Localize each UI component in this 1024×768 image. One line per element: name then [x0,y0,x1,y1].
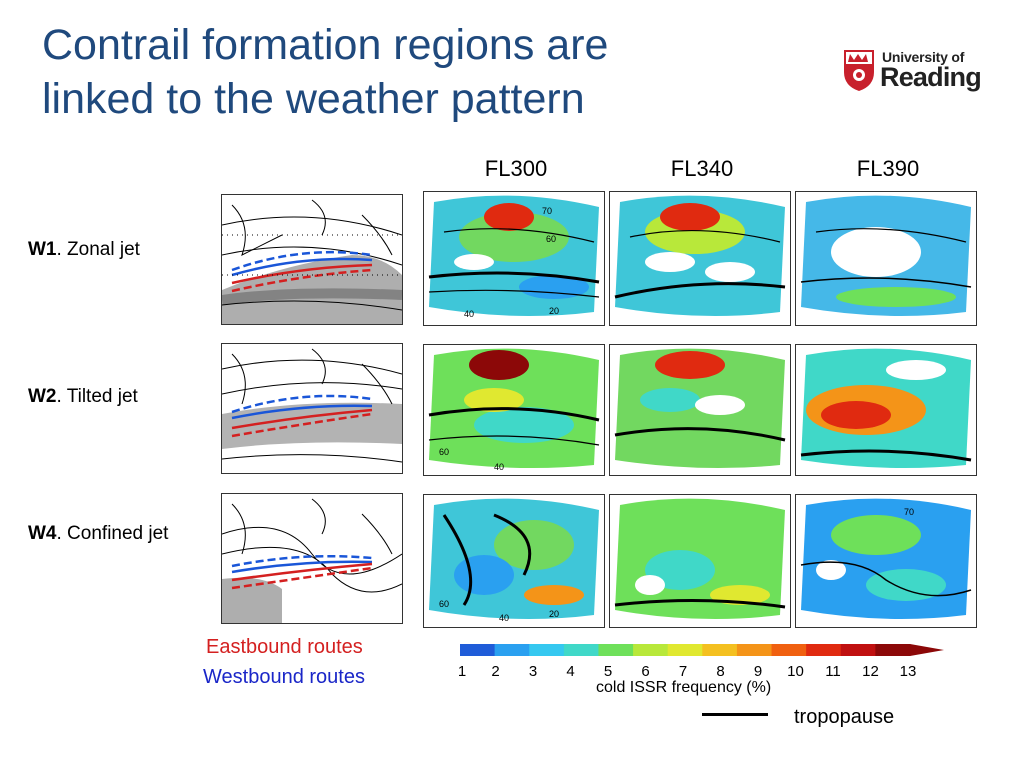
colorbar-tick-label: 6 [641,663,649,680]
issr-map-w4-fl300: 60 40 20 [423,494,605,628]
colorbar-tick-label: 3 [529,663,537,680]
contour-label-40: 40 [464,309,474,319]
colorbar-tick-label: 10 [787,663,804,680]
column-header-fl340: FL340 [670,156,734,181]
contour-label-60-row2: 60 [439,447,449,457]
contour-label-20: 20 [549,306,559,316]
colorbar-swatch [771,644,807,656]
colorbar-swatch [702,644,738,656]
route-map-w1 [221,194,403,325]
title-line-2: linked to the weather pattern [42,75,585,123]
colorbar-tick-label: 2 [491,663,499,680]
crest-icon [844,50,874,91]
issr-map-w1-fl390 [795,191,977,326]
colorbar-tick-label: 11 [825,663,841,680]
contour-label-40-row3: 40 [499,613,509,623]
colorbar-tick-label: 8 [716,663,724,680]
issr-map-w1-fl340 [609,191,791,326]
logo-reading-text: Reading [880,62,982,92]
colorbar-swatch [875,644,911,656]
colorbar-swatch [667,644,703,656]
issr-map-w2-fl390 [795,344,977,476]
colorbar-tick-label: 7 [679,663,687,680]
colorbar-tick-label: 5 [604,663,612,680]
colorbar-swatch [806,644,842,656]
slide-title: Contrail formation regions are linked to… [42,18,762,126]
title-line-1: Contrail formation regions are [42,21,609,69]
colorbar: 1 2 3 4 5 6 7 8 9 10 11 12 13 [458,644,944,680]
issr-map-w4-fl390: 70 [795,494,977,628]
contour-label-40-row2: 40 [494,462,504,472]
row-label-w1: W1. Zonal jet [28,239,140,261]
colorbar-swatch [529,644,565,656]
colorbar-swatch [736,644,773,656]
issr-map-w2-fl300: 60 40 [423,344,605,476]
column-header-fl300: FL300 [484,156,548,181]
colorbar-tick-label: 12 [862,663,879,680]
row-desc-w1: . Zonal jet [56,239,140,260]
column-header-fl390: FL390 [856,156,920,181]
university-logo: University of Reading [842,46,982,96]
issr-map-w2-fl340 [609,344,791,476]
route-map-w4 [221,493,403,624]
contour-label-60-row3: 60 [439,599,449,609]
colorbar-swatch [840,644,876,656]
colorbar-swatch [460,644,496,656]
colorbar-end-arrow [910,644,944,656]
colorbar-swatch [494,644,530,656]
route-map-w2 [221,343,403,474]
colorbar-title: cold ISSR frequency (%) [596,679,772,696]
colorbar-swatch [563,644,599,656]
tropopause-legend-line [702,713,768,716]
row-desc-w4: . Confined jet [56,523,169,544]
row-label-w2: W2. Tilted jet [28,386,138,408]
contour-label-20-row3: 20 [549,609,559,619]
legend-eastbound: Eastbound routes [206,636,363,658]
colorbar-swatch [598,644,634,656]
colorbar-swatch [633,644,669,656]
row-code-w4: W4 [28,523,57,544]
issr-map-w1-fl300: 70 60 40 20 [423,191,605,326]
contour-label-70-row3: 70 [904,507,914,517]
row-label-w4: W4. Confined jet [28,523,168,545]
contour-label-60: 60 [546,234,556,244]
colorbar-tick-label: 9 [754,663,762,680]
colorbar-tick-label: 1 [458,663,466,680]
row-desc-w2: . Tilted jet [56,386,138,407]
colorbar-tick-label: 4 [566,663,574,680]
logo-university-text: University of [882,49,965,65]
row-code-w1: W1 [28,239,57,260]
colorbar-tick-label: 13 [900,663,917,680]
issr-map-w4-fl340 [609,494,791,628]
tropopause-label: tropopause [794,706,895,728]
legend-westbound: Westbound routes [203,666,365,688]
contour-label-70: 70 [542,206,552,216]
row-code-w2: W2 [28,386,57,407]
